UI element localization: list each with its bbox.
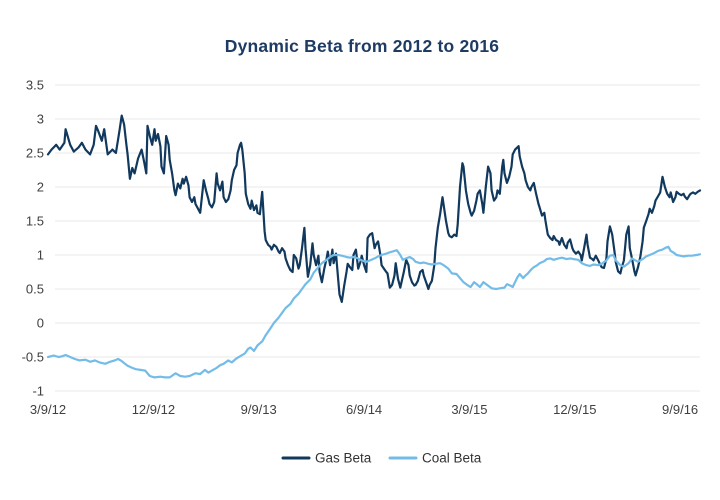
y-tick-label: -1 <box>32 384 44 399</box>
coal-beta-line <box>46 245 702 379</box>
chart-legend: Gas Beta Coal Beta <box>281 451 482 466</box>
y-tick-label: 3 <box>37 112 44 127</box>
y-tick-label: 2.5 <box>26 146 44 161</box>
chart-title: Dynamic Beta from 2012 to 2016 <box>225 36 500 56</box>
coal-beta-legend-label: Coal Beta <box>422 451 482 466</box>
x-tick-label: 12/9/12 <box>132 402 175 417</box>
y-tick-label: 1.5 <box>26 214 44 229</box>
x-tick-label: 3/9/15 <box>451 402 487 417</box>
x-tick-label: 3/9/12 <box>30 402 66 417</box>
y-tick-label: 2 <box>37 180 44 195</box>
x-tick-label: 9/9/13 <box>241 402 277 417</box>
y-tick-label: 3.5 <box>26 78 44 93</box>
y-tick-label: 1 <box>37 248 44 263</box>
y-tick-label: 0 <box>37 316 44 331</box>
grid-layer <box>55 84 700 392</box>
gas-beta-line <box>46 114 702 303</box>
y-tick-label: 0.5 <box>26 282 44 297</box>
x-tick-label: 12/9/15 <box>553 402 596 417</box>
axis-layer: -1 -0.5 0 0.5 1 1.5 2 2.5 3 3.5 3/9/12 12/9/12 9/9/1… <box>22 78 699 418</box>
x-tick-label: 9/9/16 <box>662 402 698 417</box>
x-tick-label: 6/9/14 <box>346 402 382 417</box>
gas-beta-legend-label: Gas Beta <box>315 451 372 466</box>
series-layer <box>46 114 702 379</box>
y-tick-label: -0.5 <box>22 350 44 365</box>
